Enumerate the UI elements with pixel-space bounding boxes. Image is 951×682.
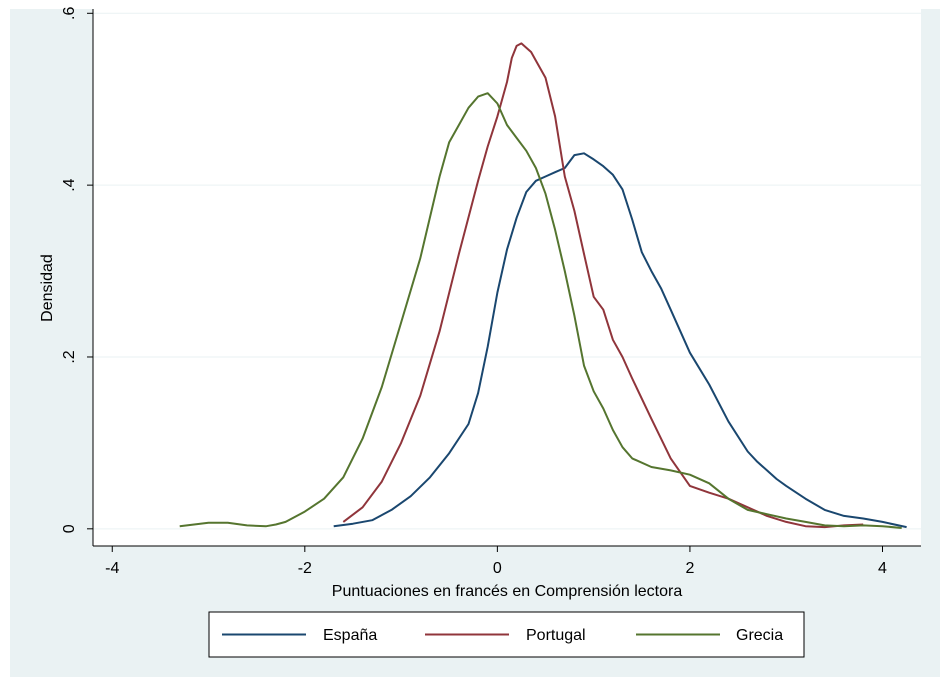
plot-area xyxy=(93,9,921,546)
legend-label-grecia: Grecia xyxy=(736,627,783,644)
y-axis-title: Densidad xyxy=(39,254,56,322)
y-tick-label: .2 xyxy=(61,350,78,363)
x-tick-label: -2 xyxy=(298,560,312,577)
x-tick-label: 2 xyxy=(685,560,694,577)
y-tick-label: .6 xyxy=(61,7,78,20)
x-axis-title: Puntuaciones en francés en Comprensión l… xyxy=(332,583,683,600)
series-line-grecia xyxy=(179,92,902,529)
x-tick-label: -4 xyxy=(105,560,119,577)
legend-label-espana: España xyxy=(323,627,377,644)
series-line-portugal xyxy=(342,42,864,529)
legend: España Portugal Grecia xyxy=(208,611,805,658)
y-tick-label: .4 xyxy=(61,178,78,191)
y-axis-ticks: 0 .2 .4 .6 xyxy=(61,7,93,533)
y-tick-label: 0 xyxy=(61,524,78,533)
x-tick-label: 0 xyxy=(493,560,502,577)
series-line-espana xyxy=(333,152,907,529)
gridlines xyxy=(93,12,921,530)
legend-label-portugal: Portugal xyxy=(526,627,586,644)
x-axis-ticks: -4 -2 0 2 4 xyxy=(105,546,887,577)
x-tick-label: 4 xyxy=(878,560,887,577)
series-lines xyxy=(179,42,907,529)
